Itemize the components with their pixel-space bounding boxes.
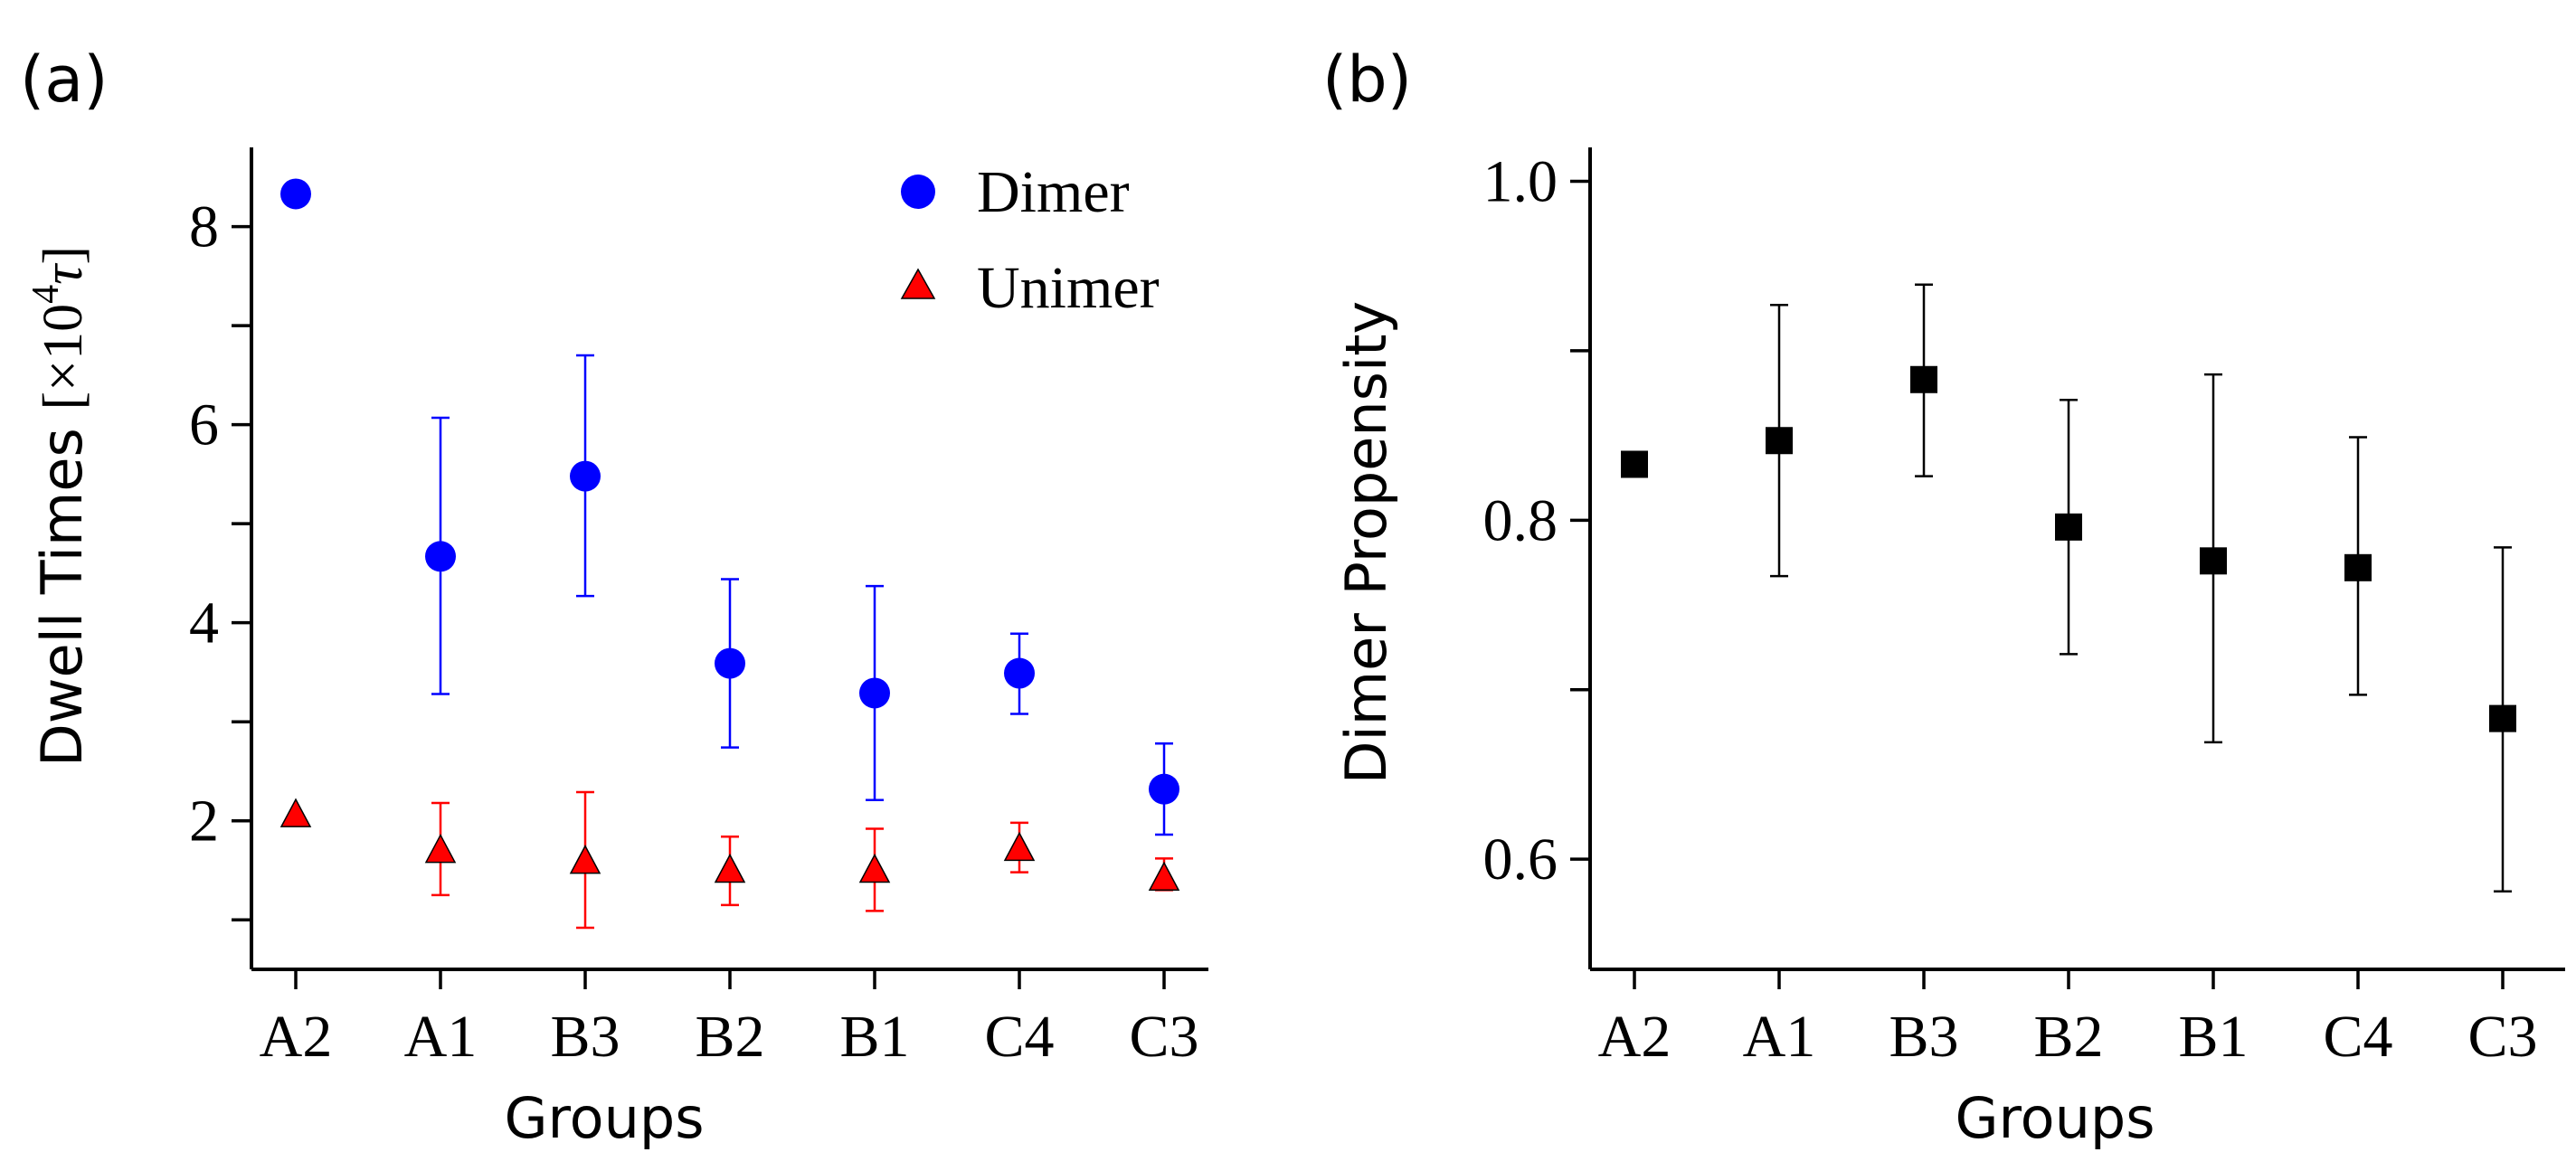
- panel-b-x-tick-label: A2: [1598, 1004, 1672, 1070]
- panel-a-y-tick-label: 6: [189, 392, 219, 458]
- panel-a-ylabel-tau: τ: [33, 262, 94, 285]
- panel-a-dimer-point: [859, 677, 890, 709]
- legend: Dimer Unimer: [900, 159, 1160, 321]
- panel-a-dimer-point: [715, 647, 745, 679]
- panel-a-ylabel-exponent: 4: [25, 285, 67, 304]
- panel-a-unimer-point: [714, 853, 746, 883]
- panel-b-dimer-propensity-point: [2200, 547, 2227, 575]
- panel-a-ylabel-close: ]: [33, 246, 94, 265]
- legend-unimer-label: Unimer: [977, 255, 1160, 321]
- panel-b-dimer-propensity-point: [1910, 365, 1937, 393]
- panel-a-unimer-point: [1003, 831, 1036, 862]
- panel-a-x-tick-label: B3: [550, 1004, 620, 1070]
- panel-b-dimer-propensity: (b) Groups Dimer Propensity 0.6 0.8 1.0 A2 A…: [1322, 42, 2565, 1151]
- panel-a-label: (a): [20, 42, 109, 117]
- panel-b-x-tick-label: A1: [1743, 1004, 1816, 1070]
- panel-a-x-tick-label: C3: [1129, 1004, 1198, 1070]
- panel-a-ylabel-unit: [×10: [33, 304, 94, 411]
- panel-a-ylabel-main: Dwell Times: [29, 410, 95, 767]
- panel-b-ylabel: Dimer Propensity: [1333, 301, 1399, 784]
- panel-a-unimer-point: [424, 833, 457, 864]
- panel-a-x-tick-label: B1: [839, 1004, 909, 1070]
- panel-b-dimer-propensity-point: [2344, 553, 2372, 581]
- panel-b-dimer-propensity-point: [2055, 513, 2082, 541]
- panel-a-ylabel: Dwell Times [×104τ]: [25, 246, 95, 767]
- panel-b-x-tick-label: B1: [2178, 1004, 2248, 1070]
- panel-a-x-tick-label: A1: [404, 1004, 478, 1070]
- panel-a-x-tick-label: C4: [984, 1004, 1054, 1070]
- panel-a-unimer-point: [858, 853, 891, 883]
- panel-b-y-tick-label: 0.8: [1483, 487, 1558, 553]
- panel-a-unimer-point: [569, 845, 601, 874]
- legend-dimer-label: Dimer: [977, 159, 1130, 225]
- panel-b-y-tick-label: 0.6: [1483, 826, 1558, 892]
- panel-a-dimer-point: [1149, 773, 1179, 805]
- panel-a-dimer-point: [425, 541, 456, 572]
- panel-b-dimer-propensity-point: [2489, 704, 2516, 732]
- panel-b-x-tick-label: B2: [2033, 1004, 2103, 1070]
- panel-b-x-tick-label: C4: [2323, 1004, 2392, 1070]
- panel-a-dwell-times: (a) Groups Dwell Times [×104τ] Dimer Uni…: [20, 42, 1208, 1151]
- panel-b-y-tick-label: 1.0: [1483, 148, 1558, 214]
- panel-b-xlabel: Groups: [1955, 1085, 2155, 1151]
- panel-b-label: (b): [1322, 42, 1412, 117]
- panel-a-xlabel: Groups: [504, 1085, 704, 1151]
- panel-a-y-tick-label: 4: [189, 590, 219, 656]
- panel-a-dimer-point: [280, 178, 311, 210]
- panel-b-dimer-propensity-point: [1766, 427, 1793, 455]
- panel-a-y-tick-label: 8: [189, 194, 219, 260]
- panel-a-y-tick-label: 2: [189, 789, 219, 855]
- panel-a-dimer-point: [570, 460, 601, 492]
- panel-b-dimer-propensity-point: [1621, 450, 1648, 478]
- legend-unimer-marker: [900, 268, 936, 299]
- legend-dimer-marker: [901, 175, 935, 209]
- panel-a-unimer-point: [279, 798, 312, 827]
- panel-a-unimer-point: [1148, 861, 1180, 891]
- panel-a-dimer-point: [1004, 657, 1035, 689]
- panel-b-x-tick-label: C3: [2467, 1004, 2537, 1070]
- panel-a-x-tick-label: B2: [695, 1004, 764, 1070]
- panel-b-x-tick-label: B3: [1889, 1004, 1958, 1070]
- panel-a-x-tick-label: A2: [260, 1004, 333, 1070]
